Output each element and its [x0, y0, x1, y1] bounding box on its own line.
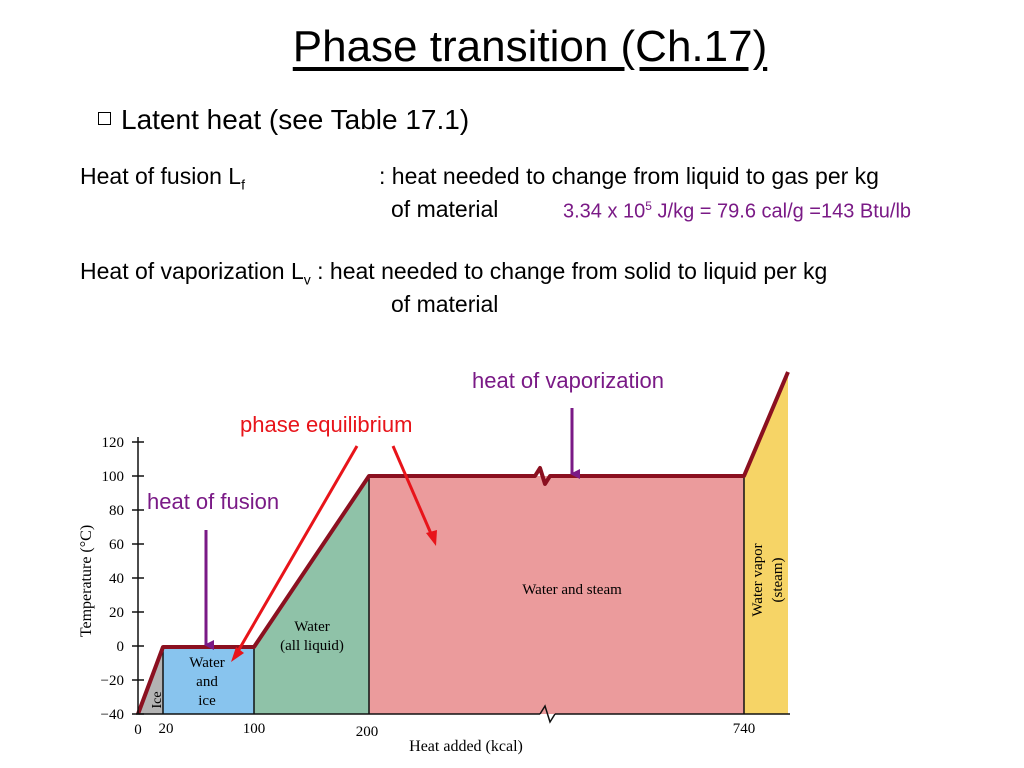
- fusion-value: 3.34 x 105 J/kg = 79.6 cal/g =143 Btu/lb: [563, 199, 911, 224]
- region-label-water-and-steam: Water and steam: [522, 582, 622, 598]
- region-label-water-and-ice: Water and ice: [189, 655, 224, 709]
- arrow-phase-eq-right: [391, 445, 434, 537]
- vaporization-label: Heat of vaporization L: [80, 258, 304, 284]
- bullet-latent-heat: Latent heat (see Table 17.1): [98, 104, 469, 136]
- region-label-water: Water (all liquid): [280, 619, 344, 654]
- region-label-ice: Ice: [150, 691, 165, 708]
- y-ticks: 120 100 80 60 40 20 0 −20 −40: [101, 435, 144, 723]
- arrow-phase-eq-left: [235, 445, 359, 654]
- bullet-square-icon: [98, 112, 111, 126]
- annotation-phase-equilibrium: phase equilibrium: [240, 412, 412, 437]
- fusion-subscript: f: [241, 176, 245, 193]
- region-water: [254, 476, 369, 714]
- svg-text:and: and: [196, 674, 218, 690]
- svg-text:Water vapor: Water vapor: [750, 543, 766, 616]
- vaporization-definition: : heat needed to change from solid to li…: [310, 258, 828, 284]
- fusion-definition-cont: of material: [391, 196, 499, 222]
- y-tick-label: 60: [109, 537, 124, 553]
- x-tick-100: 100: [243, 721, 266, 737]
- svg-text:(all liquid): (all liquid): [280, 638, 344, 654]
- bullet-text: Latent heat (see Table 17.1): [121, 104, 470, 135]
- x-tick-20: 20: [159, 721, 174, 737]
- y-axis-title: Temperature (°C): [78, 525, 95, 637]
- annotation-heat-of-fusion: heat of fusion: [147, 489, 279, 514]
- region-water-and-ice: [163, 647, 254, 714]
- vaporization-subscript: v: [303, 271, 311, 288]
- fusion-value-exponent: 5: [645, 199, 652, 213]
- region-label-water-vapor: Water vapor (steam): [750, 543, 786, 616]
- fusion-label: Heat of fusion L: [80, 163, 242, 189]
- y-tick-label: 40: [109, 571, 124, 587]
- fusion-value-base: 3.34 x 10: [563, 200, 646, 223]
- x-tick-200: 200: [356, 724, 379, 740]
- y-tick-label: 0: [117, 639, 125, 655]
- region-water-and-steam: [369, 476, 744, 714]
- svg-text:(steam): (steam): [770, 558, 786, 603]
- y-tick-label: −40: [101, 707, 124, 723]
- x-axis-title: Heat added (kcal): [409, 738, 523, 755]
- vaporization-definition-cont: of material: [391, 291, 499, 317]
- y-tick-label: 80: [109, 503, 124, 519]
- svg-text:Water: Water: [294, 619, 329, 635]
- fusion-term: Heat of fusion Lf: [80, 163, 245, 193]
- svg-text:Water: Water: [189, 655, 224, 671]
- region-water-vapor: [744, 372, 788, 714]
- y-tick-label: 100: [102, 469, 125, 485]
- fusion-value-rest: J/kg = 79.6 cal/g =143 Btu/lb: [651, 200, 912, 223]
- x-tick-740: 740: [733, 721, 756, 737]
- fusion-definition: : heat needed to change from liquid to g…: [379, 163, 879, 189]
- y-tick-label: −20: [101, 673, 124, 689]
- x-tick-0: 0: [134, 722, 142, 738]
- svg-text:ice: ice: [198, 693, 216, 709]
- y-tick-label: 120: [102, 435, 125, 451]
- y-tick-label: 20: [109, 605, 124, 621]
- vaporization-term: Heat of vaporization Lv : heat needed to…: [80, 258, 827, 288]
- page-title: Phase transition (Ch.17): [292, 22, 768, 71]
- annotation-heat-of-vaporization: heat of vaporization: [472, 368, 664, 393]
